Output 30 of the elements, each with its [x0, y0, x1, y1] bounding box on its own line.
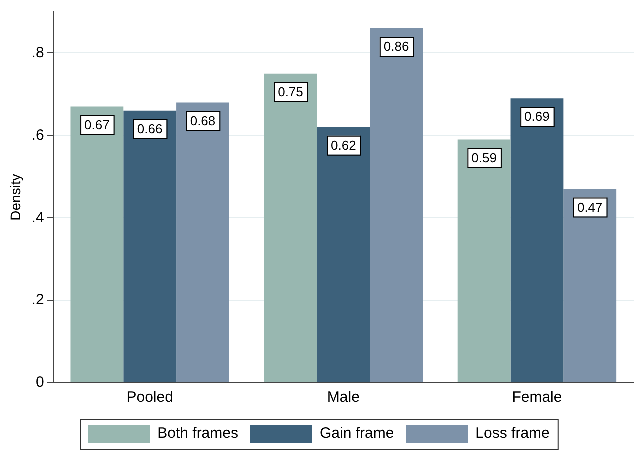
data-label: 0.66 [137, 122, 163, 137]
data-label: 0.68 [190, 113, 216, 128]
legend-label: Both frames [158, 425, 238, 442]
legend-label: Loss frame [476, 425, 550, 442]
bar [510, 98, 564, 382]
y-tick-label: .4 [32, 209, 44, 226]
bar [264, 74, 318, 382]
data-label: 0.62 [331, 138, 356, 153]
data-label: 0.47 [577, 200, 603, 215]
data-label: 0.67 [84, 117, 110, 132]
bar [176, 102, 230, 382]
data-label: 0.86 [384, 39, 410, 54]
x-tick-label: Female [512, 389, 562, 406]
legend-label: Gain frame [320, 425, 394, 442]
bar [317, 127, 370, 382]
x-tick-label: Pooled [126, 389, 174, 406]
y-tick-label: .2 [32, 292, 44, 309]
bar [564, 189, 617, 382]
data-label: 0.59 [472, 150, 497, 166]
y-axis-title: Density [7, 174, 24, 221]
y-tick-label: .6 [32, 126, 44, 144]
data-label: 0.69 [524, 109, 550, 124]
y-tick-label: 0 [36, 374, 44, 392]
y-tick-label: .8 [32, 44, 44, 62]
bar [70, 106, 124, 382]
bar [370, 28, 424, 382]
bar [124, 110, 177, 382]
data-label: 0.75 [278, 84, 304, 100]
bar [458, 140, 511, 382]
x-tick-label: Male [327, 389, 360, 406]
